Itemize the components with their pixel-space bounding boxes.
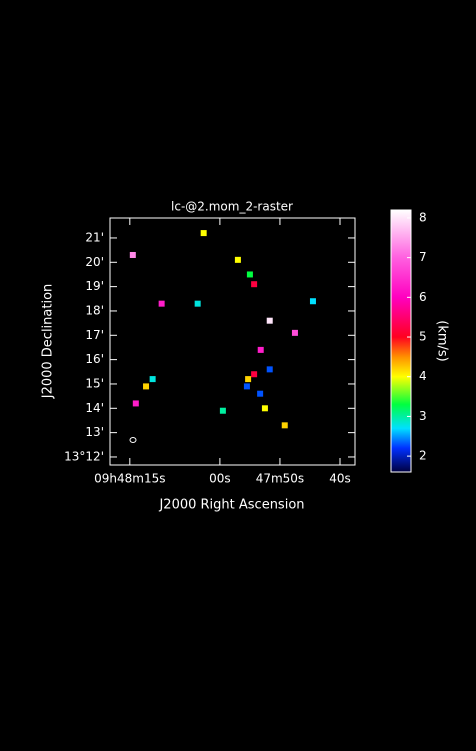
pixel-blob [257, 390, 264, 397]
pixel-blob [158, 300, 165, 307]
pixel-blob [309, 298, 316, 305]
y-tick-label: 14' [85, 401, 104, 415]
y-tick-label: 20' [85, 255, 104, 269]
pixel-blob [246, 271, 253, 278]
pixel-blob [132, 400, 139, 407]
y-tick-label: 13°12' [64, 449, 104, 463]
pixel-blob [261, 405, 268, 412]
x-axis-label: J2000 Right Ascension [158, 498, 304, 513]
pixel-blob [266, 317, 273, 324]
y-tick-label: 18' [85, 303, 104, 317]
colorbar-tick-label: 7 [419, 250, 427, 264]
pixel-blob [219, 407, 226, 414]
y-tick-label: 13' [85, 425, 104, 439]
pixel-blob [245, 376, 252, 383]
plot-frame [109, 217, 356, 466]
pixel-blob [143, 383, 150, 390]
y-tick-label: 15' [85, 376, 104, 390]
pixel-blob [257, 346, 264, 353]
x-tick-label: 09h48m15s [94, 472, 165, 486]
pixel-blob [243, 383, 250, 390]
beam [129, 437, 137, 443]
chart-title: lc-@2.mom_2-raster [171, 200, 293, 214]
y-tick-label: 19' [85, 279, 104, 293]
x-tick-label: 00s [209, 472, 231, 486]
pixel-blob [149, 376, 156, 383]
y-axis-label: J2000 Declination [41, 284, 56, 400]
colorbar-tick-label: 8 [419, 210, 427, 224]
colorbar [390, 209, 412, 473]
pixel-blob [234, 256, 241, 263]
pixel-blob [266, 366, 273, 373]
pixel-blob [200, 230, 207, 237]
y-tick-label: 16' [85, 352, 104, 366]
colorbar-tick-label: 6 [419, 290, 427, 304]
colorbar-label: (km/s) [435, 320, 450, 362]
x-tick-label: 40s [329, 472, 351, 486]
x-tick-label: 47m50s [256, 472, 304, 486]
pixel-blob [251, 281, 258, 288]
pixel-blob [251, 371, 258, 378]
y-tick-label: 21' [85, 230, 104, 244]
colorbar-tick-label: 2 [419, 449, 427, 463]
pixel-blob [194, 300, 201, 307]
pixel-blob [129, 251, 136, 258]
colorbar-tick-label: 4 [419, 369, 427, 383]
y-tick-label: 17' [85, 328, 104, 342]
pixel-blob [281, 422, 288, 429]
colorbar-tick-label: 5 [419, 330, 427, 344]
colorbar-tick-label: 3 [419, 409, 427, 423]
pixel-blob [291, 329, 298, 336]
